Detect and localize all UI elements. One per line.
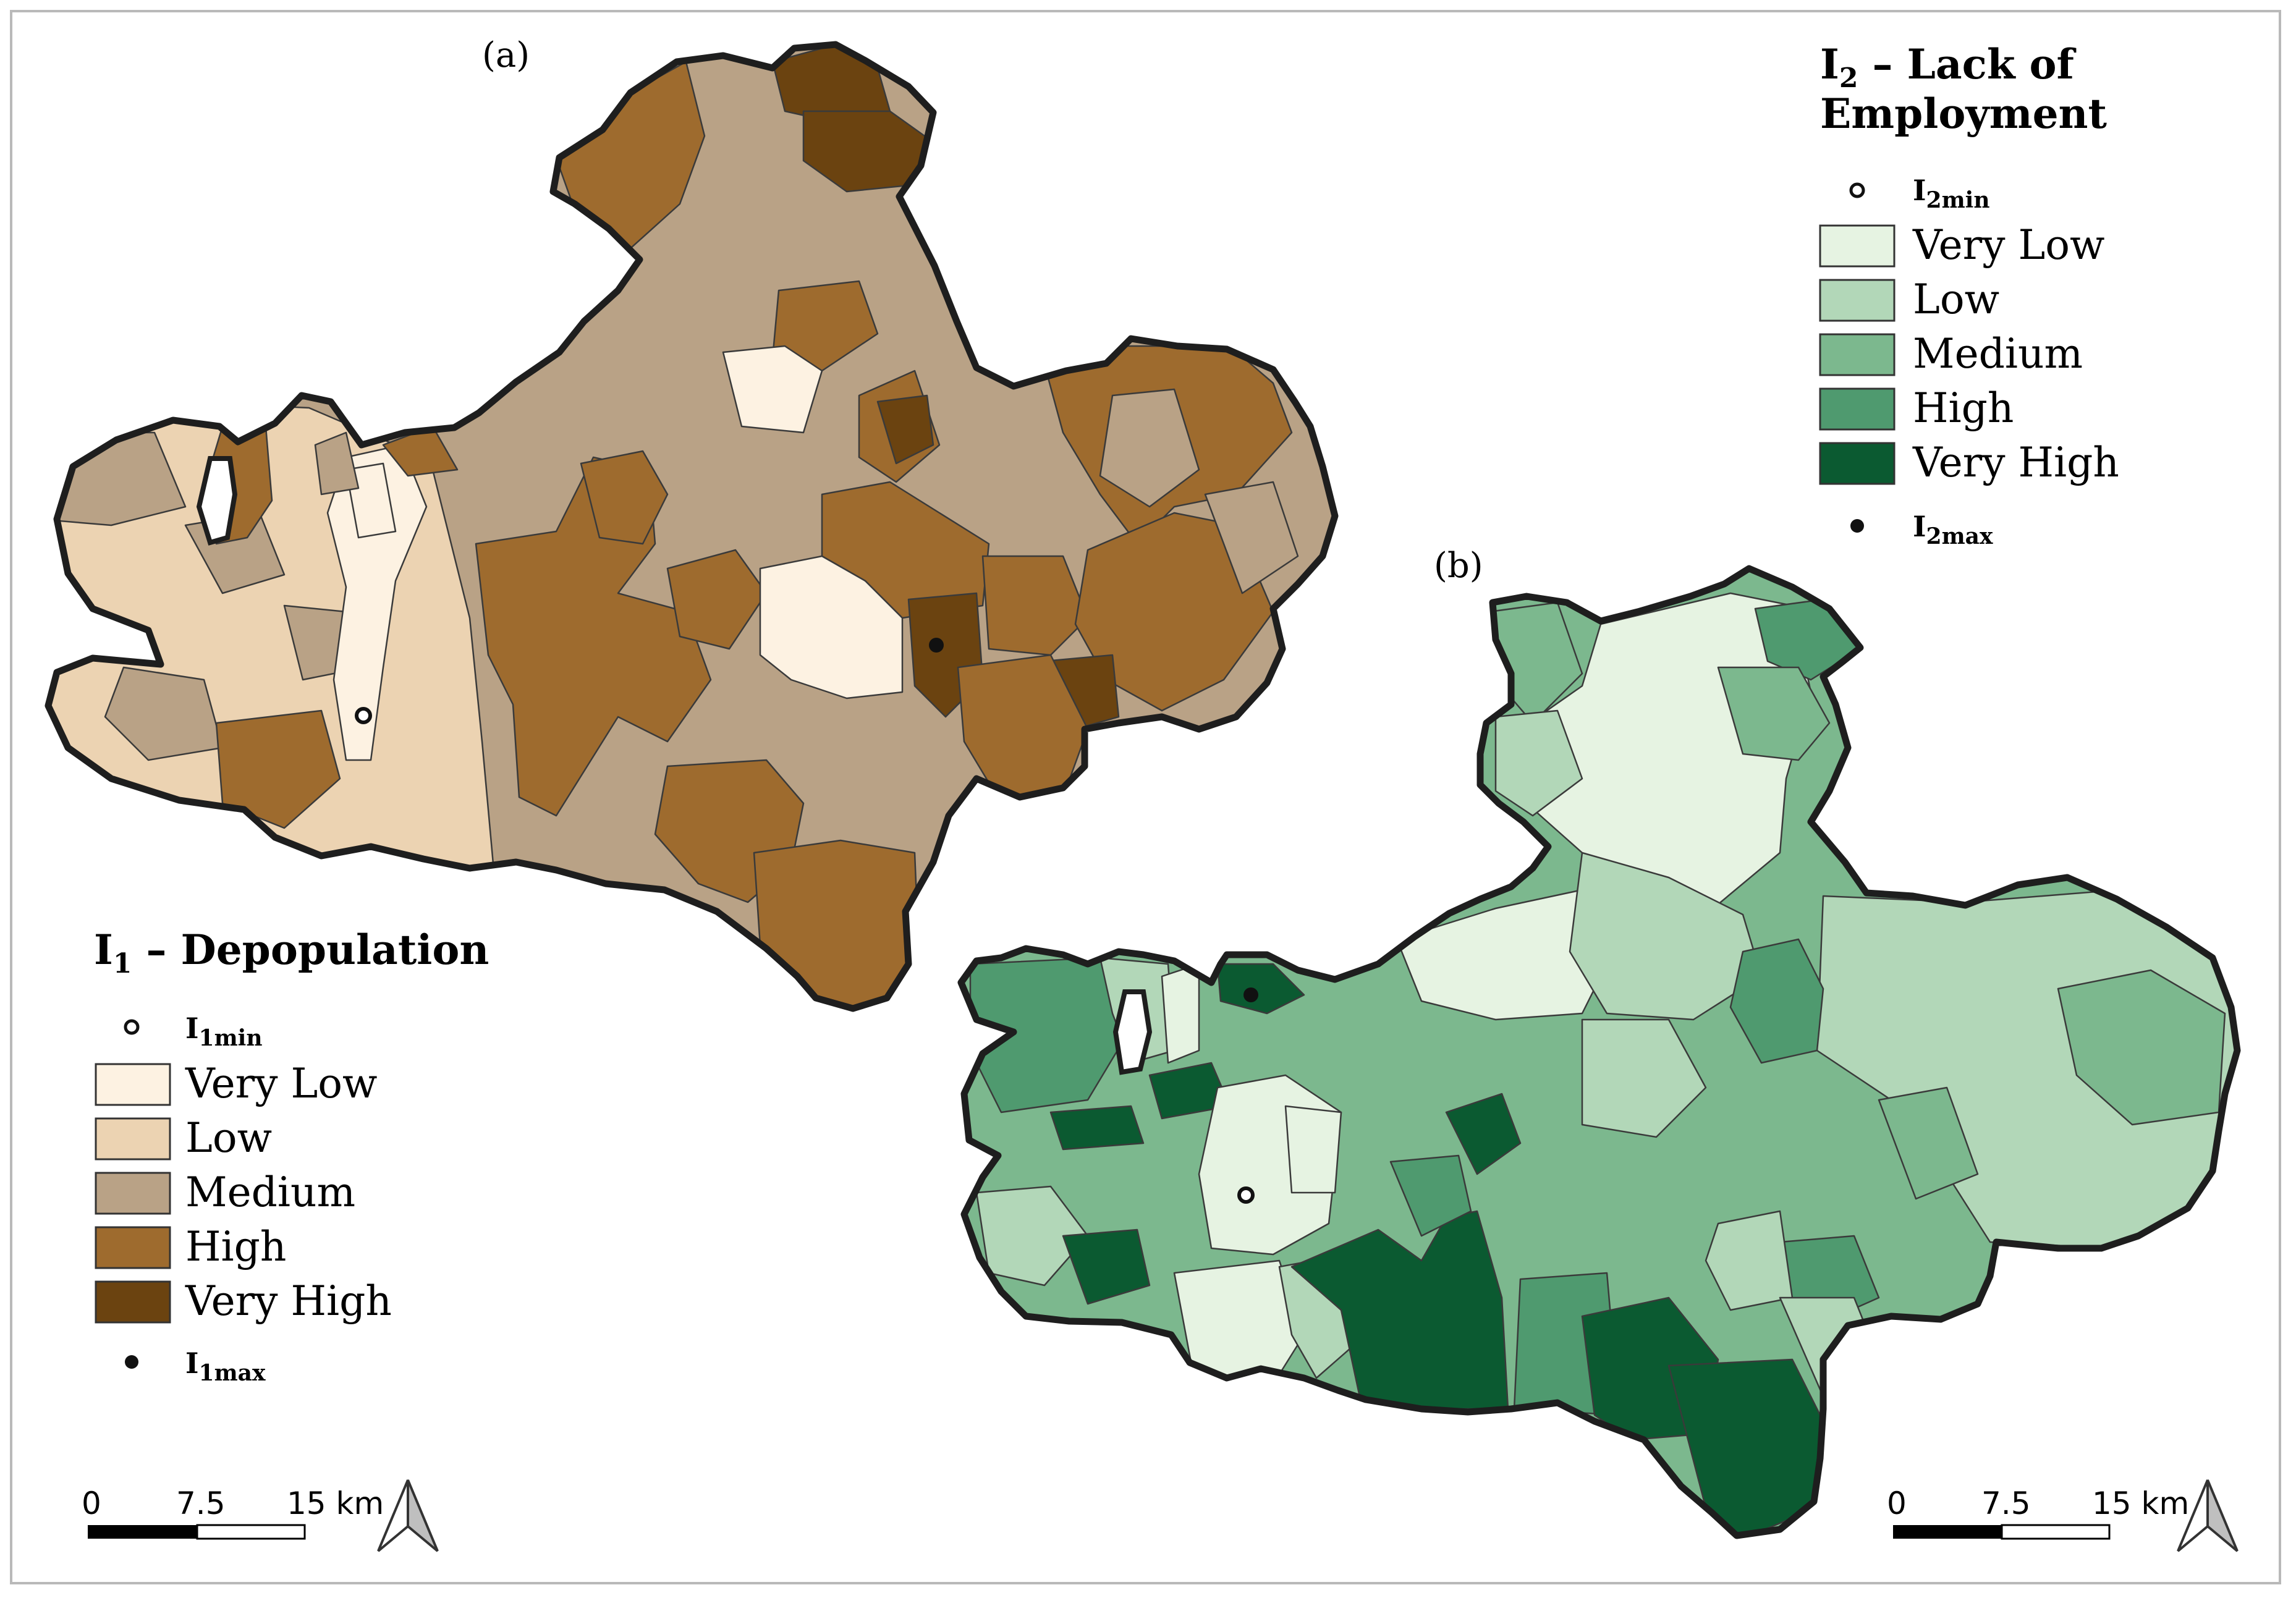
region-fill-low xyxy=(975,1185,1089,1287)
legend-swatch xyxy=(95,1172,171,1215)
legend-class-label: Very High xyxy=(1912,439,2119,486)
legend-swatch xyxy=(95,1226,171,1269)
region-fill-low xyxy=(1569,852,1763,1021)
legend-class-label: Medium xyxy=(1913,330,2083,378)
region-fill-high xyxy=(1729,938,1824,1064)
legend-depopulation: I1 – Depopulation I1min Very Low Low Mediu… xyxy=(94,926,489,1386)
scale-segment-dark xyxy=(88,1525,197,1539)
legend-class-label: Very Low xyxy=(185,1060,378,1107)
region-fill-low xyxy=(759,555,904,700)
legend-class-label: Very High xyxy=(185,1277,392,1325)
legend-swatch xyxy=(1819,333,1896,376)
min-point-marker xyxy=(355,707,372,724)
region-fill-very-high xyxy=(1445,1093,1522,1175)
north-arrow-icon xyxy=(377,1479,439,1552)
depopulation-map: (a) xyxy=(44,35,1339,1012)
region-fill-very-high xyxy=(1049,1105,1145,1151)
legend-swatch xyxy=(1819,442,1896,485)
legend-title: I1 – Depopulation xyxy=(94,926,489,979)
region-fill-very-low xyxy=(326,444,428,761)
scale-bar-b: 0 7.5 15 km xyxy=(1887,1479,2239,1552)
region-fill-very-low xyxy=(1173,1259,1305,1385)
legend-class-label: Low xyxy=(1913,276,1999,323)
legend-swatch xyxy=(95,1063,171,1106)
hollow-circle-icon xyxy=(124,1019,140,1035)
scale-tick: 0 xyxy=(1887,1486,1907,1521)
legend-class-label: Very Low xyxy=(1912,221,2105,269)
region-fill-very-low xyxy=(1284,1105,1342,1194)
legend-class-label: Medium xyxy=(185,1169,355,1216)
legend-min-label: I1min xyxy=(185,1012,263,1051)
scale-segment-dark xyxy=(1893,1525,2002,1539)
legend-swatch xyxy=(95,1280,171,1324)
study-area-outline xyxy=(44,41,1339,1012)
region-fill-medium xyxy=(314,431,360,496)
region-fill-very-low xyxy=(345,462,397,539)
region-fill-low xyxy=(1705,1210,1794,1311)
region-fill-high xyxy=(981,555,1089,656)
region-fill-low xyxy=(1581,1018,1707,1138)
region-fill-very-high xyxy=(876,394,934,465)
region-fill-very-high xyxy=(1216,963,1305,1015)
region-fill-medium xyxy=(1099,388,1200,508)
legend-swatch xyxy=(95,1117,171,1160)
region-fill-high xyxy=(666,549,768,650)
legend-max-label: I1max xyxy=(185,1346,266,1386)
scale-segment-light xyxy=(2001,1524,2111,1540)
scale-tick: 15 km xyxy=(287,1486,384,1521)
legend-title: I2 – Lack of xyxy=(1820,40,2077,94)
region-fill-high xyxy=(215,709,341,829)
scale-tick: 7.5 xyxy=(176,1486,226,1521)
region-fill-high xyxy=(1074,512,1274,712)
region-fill-low xyxy=(722,345,823,434)
scale-tick: 15 km xyxy=(2092,1486,2189,1521)
hollow-circle-icon xyxy=(1849,182,1865,198)
enclave-hole xyxy=(1112,989,1153,1075)
region-fill-very-high xyxy=(1062,1228,1151,1305)
legend-swatch xyxy=(1819,224,1896,268)
scale-bar-a: 0 7.5 15 km xyxy=(82,1479,439,1552)
region-fill-medium xyxy=(1717,666,1831,761)
study-area-outline xyxy=(957,565,2241,1539)
scale-tick: 0 xyxy=(82,1486,101,1521)
legend-class-label: High xyxy=(1913,384,2014,432)
region-fill-very-low xyxy=(1161,963,1200,1064)
legend-lack-of-employment: I2 – Lack of Employment I2min Very Low Lo… xyxy=(1819,40,2119,549)
region-fill-high xyxy=(580,450,669,545)
legend-class-label: High xyxy=(185,1223,286,1270)
min-point-marker xyxy=(1237,1186,1255,1204)
max-point-marker xyxy=(929,638,944,653)
north-arrow-icon xyxy=(2177,1479,2239,1552)
filled-circle-icon xyxy=(1850,519,1864,533)
legend-title-line2: Employment xyxy=(1820,90,2107,138)
max-point-marker xyxy=(1243,987,1258,1002)
region-fill-very-high xyxy=(1290,1210,1509,1410)
region-fill-low xyxy=(1494,709,1583,817)
legend-swatch xyxy=(1819,279,1896,322)
filled-circle-icon xyxy=(125,1355,138,1369)
panel-label-b: (b) xyxy=(1434,546,1483,586)
region-fill-medium xyxy=(1204,481,1299,594)
legend-min-label: I2min xyxy=(1913,174,1990,213)
legend-max-label: I2max xyxy=(1913,510,1993,549)
legend-class-label: Low xyxy=(185,1114,272,1162)
figure-frame xyxy=(10,10,2281,1584)
scale-tick: 7.5 xyxy=(1981,1486,2031,1521)
region-fill-medium xyxy=(104,666,224,761)
panel-label-a: (a) xyxy=(482,35,530,75)
scale-segment-light xyxy=(196,1524,306,1540)
enclave-hole xyxy=(196,456,238,546)
region-fill-medium xyxy=(1878,1086,1979,1200)
legend-swatch xyxy=(1819,387,1896,431)
region-fill-high xyxy=(1389,1154,1472,1237)
